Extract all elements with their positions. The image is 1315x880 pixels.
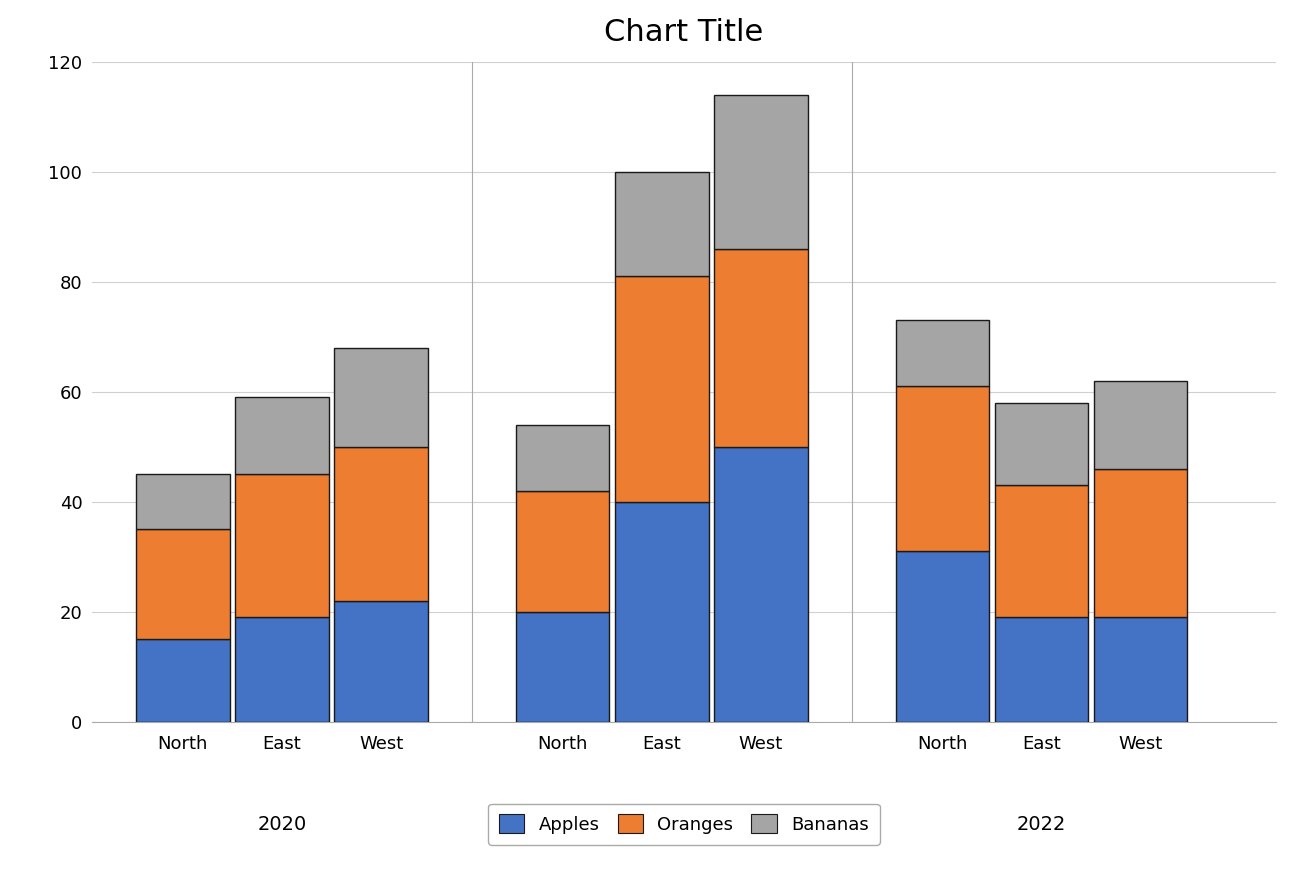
Bar [896, 386, 989, 551]
Bar [135, 474, 230, 529]
Title: Chart Title: Chart Title [604, 18, 764, 47]
Bar [615, 502, 709, 722]
Text: 2022: 2022 [1016, 815, 1066, 834]
Bar [1094, 617, 1187, 722]
Bar [995, 485, 1089, 617]
Legend: Apples, Oranges, Bananas: Apples, Oranges, Bananas [488, 803, 880, 845]
Bar [235, 397, 329, 474]
Bar [334, 348, 427, 446]
Bar [235, 474, 329, 617]
Bar [515, 490, 609, 612]
Bar [896, 551, 989, 722]
Bar [334, 446, 427, 600]
Bar [515, 612, 609, 722]
Bar [896, 320, 989, 386]
Bar [714, 446, 807, 722]
Bar [995, 402, 1089, 485]
Bar [135, 529, 230, 639]
Bar [135, 639, 230, 722]
Bar [714, 248, 807, 446]
Bar [515, 424, 609, 490]
Bar [235, 617, 329, 722]
Bar [334, 600, 427, 722]
Bar [1094, 468, 1187, 617]
Text: 2021: 2021 [636, 815, 686, 834]
Text: 2020: 2020 [258, 815, 306, 834]
Bar [995, 617, 1089, 722]
Bar [615, 172, 709, 276]
Bar [714, 94, 807, 248]
Bar [615, 276, 709, 502]
Bar [1094, 380, 1187, 468]
